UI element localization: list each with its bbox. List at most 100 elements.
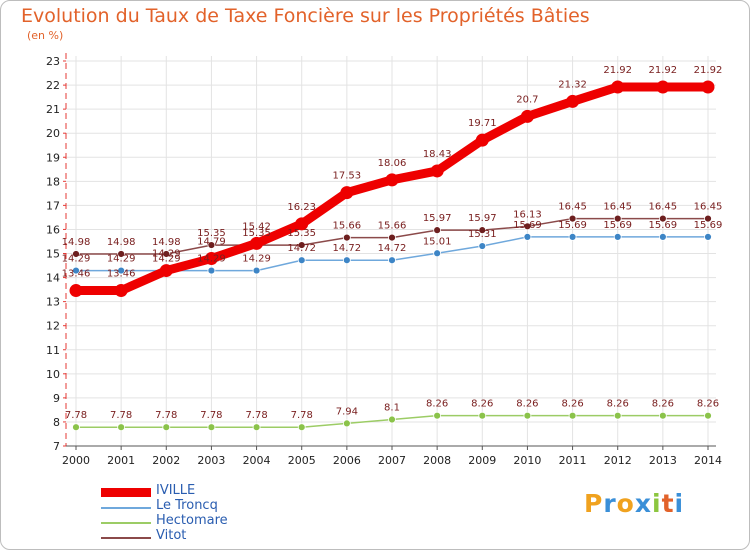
data-label-iville: 20.7 [516, 94, 538, 105]
data-label-le-troncq: 15.69 [558, 220, 587, 231]
data-label-le-troncq: 14.29 [107, 254, 136, 265]
data-point-vitot [433, 226, 442, 235]
data-label-le-troncq: 14.29 [242, 254, 271, 265]
data-label-hectomare: 8.26 [516, 399, 538, 410]
data-point-hectomare [207, 423, 216, 432]
data-point-iville [475, 133, 489, 147]
legend-label-hectomare: Hectomare [156, 513, 228, 528]
x-tick-label: 2013 [649, 454, 677, 467]
data-point-hectomare [388, 415, 396, 424]
data-label-le-troncq: 15.69 [649, 220, 678, 231]
legend-swatch-iville [101, 488, 151, 497]
data-label-le-troncq: 15.01 [423, 236, 452, 247]
data-point-iville [295, 217, 309, 231]
data-label-vitot: 14.98 [62, 237, 91, 248]
data-point-le-troncq [72, 266, 80, 275]
data-point-hectomare [704, 411, 712, 420]
data-point-vitot [342, 233, 351, 242]
y-tick-label: 11 [46, 344, 60, 357]
logo-letter: i [674, 489, 685, 518]
legend-swatch-le-troncq [101, 507, 151, 509]
series-layer [69, 80, 715, 432]
data-point-le-troncq [117, 266, 126, 275]
data-label-hectomare: 7.78 [245, 410, 267, 421]
y-tick-label: 7 [53, 440, 60, 453]
data-point-iville [340, 186, 354, 200]
data-point-iville [69, 284, 83, 298]
data-point-hectomare [342, 419, 351, 428]
y-tick-label: 15 [46, 248, 60, 261]
data-label-hectomare: 8.26 [652, 399, 674, 410]
data-label-vitot: 15.97 [468, 213, 497, 224]
data-point-hectomare [658, 411, 667, 420]
legend-label-iville: IVILLE [156, 483, 196, 498]
data-point-hectomare [613, 411, 622, 420]
y-tick-label: 12 [46, 320, 60, 333]
y-tick-label: 21 [46, 103, 60, 116]
data-label-vitot: 15.35 [197, 228, 226, 239]
data-point-vitot [117, 250, 126, 258]
logo-letter: t [661, 489, 675, 518]
data-label-iville: 16.23 [287, 202, 316, 213]
data-label-hectomare: 7.94 [336, 406, 358, 417]
data-point-le-troncq [478, 242, 487, 250]
data-label-vitot: 15.66 [378, 221, 407, 232]
data-point-iville [611, 80, 625, 94]
x-tick-label: 2007 [378, 454, 406, 467]
data-point-vitot [478, 226, 487, 235]
logo-letter: x [634, 489, 652, 518]
data-label-vitot: 14.98 [107, 237, 136, 248]
data-label-vitot: 14.98 [152, 237, 181, 248]
data-label-hectomare: 8.26 [697, 399, 719, 410]
data-point-iville [430, 164, 444, 178]
x-tick-label: 2006 [333, 454, 361, 467]
data-labels: 7.78 7.78 7.78 7.78 7.78 7.78 7.94 8.1 8.26 8.26 8… [62, 65, 723, 421]
data-label-hectomare: 7.78 [291, 410, 313, 421]
data-label-iville: 14.79 [197, 237, 226, 248]
data-label-le-troncq: 14.72 [378, 243, 407, 254]
data-point-le-troncq [252, 266, 261, 275]
data-point-iville [520, 109, 534, 123]
y-tick-label: 17 [46, 199, 60, 212]
data-label-vitot: 16.13 [513, 209, 542, 220]
data-point-hectomare [568, 411, 577, 420]
logo-letter: i [652, 489, 662, 518]
data-label-hectomare: 8.26 [607, 399, 629, 410]
data-label-iville: 21.32 [558, 79, 587, 90]
data-point-le-troncq [297, 256, 306, 265]
data-point-le-troncq [388, 256, 396, 265]
data-label-le-troncq: 15.31 [468, 229, 497, 240]
proxiti-logo: Proxiti [584, 489, 684, 518]
y-tick-label: 8 [53, 416, 60, 429]
data-label-hectomare: 8.1 [384, 403, 400, 414]
data-point-iville [385, 173, 399, 187]
x-tick-label: 2002 [152, 454, 180, 467]
y-tick-label: 22 [46, 79, 60, 92]
data-point-le-troncq [523, 232, 532, 241]
data-point-vitot [297, 241, 306, 249]
data-point-hectomare [523, 411, 532, 420]
data-point-vitot [658, 214, 667, 223]
data-point-le-troncq [568, 232, 577, 241]
data-label-iville: 21.92 [649, 65, 678, 76]
data-point-le-troncq [658, 232, 667, 241]
logo-letter: o [616, 489, 635, 518]
y-tick-label: 23 [46, 55, 60, 68]
chart-title: Evolution du Taux de Taxe Foncière sur l… [21, 5, 590, 27]
data-point-hectomare [478, 411, 487, 420]
data-point-hectomare [297, 423, 306, 432]
data-point-vitot [523, 222, 532, 231]
data-label-le-troncq: 14.29 [62, 254, 91, 265]
data-label-le-troncq: 15.69 [694, 220, 723, 231]
y-tick-label: 16 [46, 223, 60, 236]
data-label-vitot: 16.45 [558, 202, 587, 213]
data-label-vitot: 15.35 [242, 228, 271, 239]
data-point-le-troncq [342, 256, 351, 265]
x-tick-label: 2000 [62, 454, 90, 467]
data-label-hectomare: 7.78 [200, 410, 222, 421]
data-point-hectomare [162, 423, 171, 432]
data-label-iville: 21.92 [694, 65, 723, 76]
x-tick-label: 2009 [468, 454, 496, 467]
y-tick-label: 13 [46, 296, 60, 309]
